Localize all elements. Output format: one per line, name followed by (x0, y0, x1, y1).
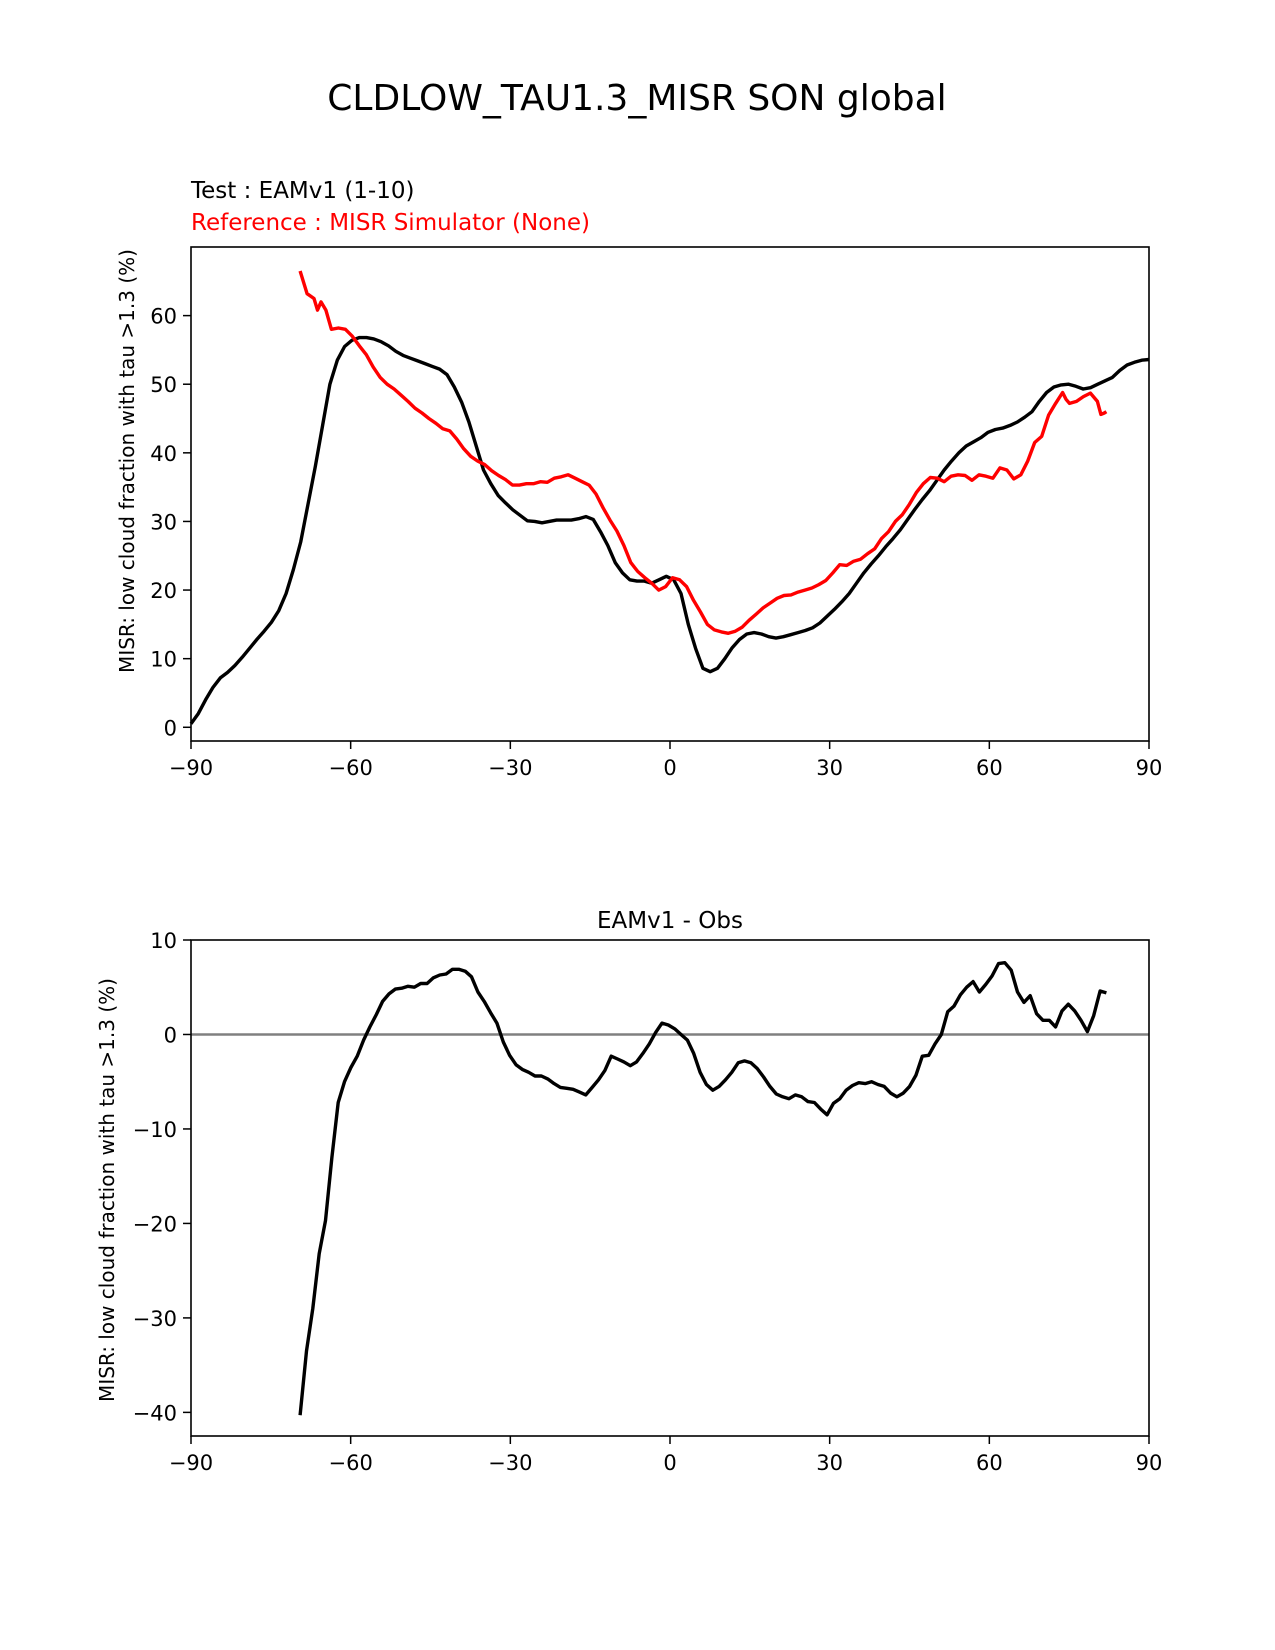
top-y-axis-label: MISR: low cloud fraction with tau >1.3 (… (115, 249, 139, 673)
x-tick-label: −60 (329, 756, 373, 780)
bottom-panel: EAMv1 - Obs MISR: low cloud fraction wit… (95, 908, 1162, 1475)
series-line-1 (298, 270, 1108, 635)
x-tick-label: 90 (1136, 1451, 1163, 1475)
top-plot-area: −90 −60 −30 0 30 60 90 0 10 20 30 40 50 60 (150, 270, 1163, 780)
y-tick-label: 30 (150, 510, 177, 534)
y-tick-label: 20 (150, 579, 177, 603)
bottom-axes-frame (190, 939, 1150, 1437)
top-axes-frame (190, 246, 1150, 742)
x-tick-label: −90 (169, 1451, 213, 1475)
top-panel: Test : EAMv1 (1-10) Reference : MISR Sim… (115, 178, 1162, 780)
x-tick-label: −30 (488, 756, 532, 780)
x-tick-label: 0 (663, 756, 676, 780)
y-tick-label: 40 (150, 442, 177, 466)
x-tick-label: 60 (976, 1451, 1003, 1475)
y-tick-label: 10 (150, 648, 177, 672)
reference-label: Reference : MISR Simulator (None) (191, 210, 590, 236)
x-tick-label: −60 (329, 1451, 373, 1475)
x-tick-label: 30 (816, 1451, 843, 1475)
test-label: Test : EAMv1 (1-10) (190, 178, 414, 204)
y-tick-label: −30 (133, 1307, 177, 1331)
figure-title: CLDLOW_TAU1.3_MISR SON global (327, 78, 946, 119)
y-tick-label: −40 (133, 1401, 177, 1425)
y-tick-label: 0 (164, 716, 177, 740)
x-tick-label: −90 (169, 756, 213, 780)
y-tick-label: 60 (150, 305, 177, 329)
series-line-0 (189, 335, 1150, 725)
x-tick-label: 0 (663, 1451, 676, 1475)
x-tick-label: 30 (816, 756, 843, 780)
bottom-y-axis-label: MISR: low cloud fraction with tau >1.3 (… (95, 978, 119, 1402)
x-tick-label: 90 (1136, 756, 1163, 780)
y-tick-label: −20 (133, 1212, 177, 1236)
y-tick-label: 0 (164, 1023, 177, 1047)
series-line-0 (298, 961, 1107, 1416)
bottom-title: EAMv1 - Obs (597, 908, 743, 934)
x-tick-label: −30 (488, 1451, 532, 1475)
y-tick-label: −10 (133, 1118, 177, 1142)
bottom-plot-area: −90 −60 −30 0 30 60 90 −40 −30 −20 −10 0 10 (133, 929, 1163, 1475)
x-tick-label: 60 (976, 756, 1003, 780)
y-tick-label: 50 (150, 373, 177, 397)
y-tick-label: 10 (150, 929, 177, 953)
